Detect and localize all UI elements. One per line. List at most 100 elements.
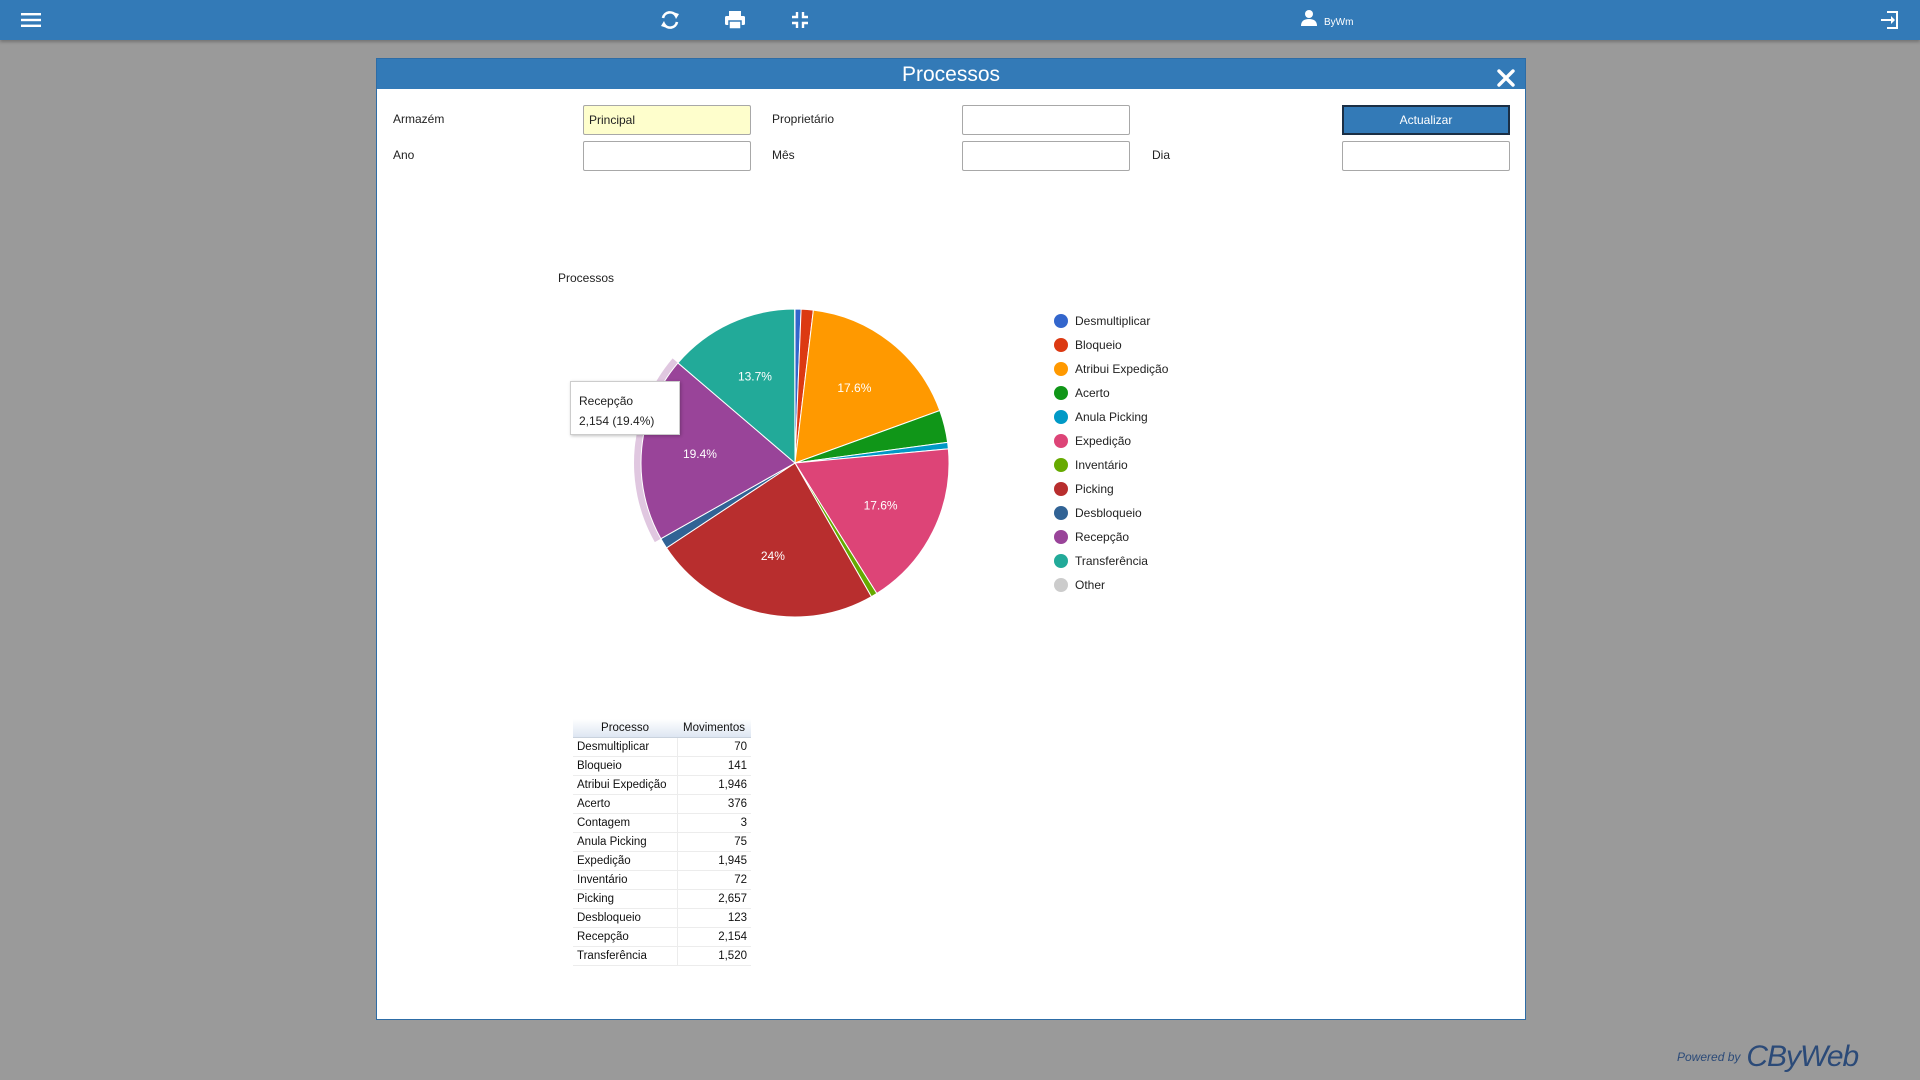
- tooltip-title: Recepção: [579, 394, 634, 408]
- pie-slice-label: 17.6%: [837, 381, 871, 395]
- legend-swatch: [1054, 314, 1068, 328]
- legend-swatch: [1054, 554, 1068, 568]
- cell-movimentos: 1,946: [676, 775, 751, 795]
- legend-label: Recepção: [1075, 530, 1130, 544]
- dia-input[interactable]: [1342, 141, 1510, 171]
- table-row: Contagem 3: [573, 813, 751, 833]
- legend-swatch: [1054, 434, 1068, 448]
- actualizar-button[interactable]: Actualizar: [1342, 105, 1510, 135]
- legend-swatch: [1054, 338, 1068, 352]
- cell-movimentos: 3: [676, 813, 751, 833]
- legend-swatch: [1054, 578, 1068, 592]
- table-row: Picking 2,657: [573, 889, 751, 909]
- pie-slice-label: 17.6%: [864, 498, 898, 512]
- proprietario-label: Proprietário: [772, 112, 835, 126]
- cell-movimentos: 75: [676, 832, 751, 852]
- chart-title: Processos: [558, 271, 615, 285]
- legend-swatch: [1054, 410, 1068, 424]
- table-row: Recepção 2,154: [573, 927, 751, 947]
- pie-slice[interactable]: [794, 309, 941, 464]
- legend-label: Atribui Expedição: [1075, 362, 1169, 376]
- cell-movimentos: 1,945: [676, 851, 751, 871]
- table-row: Bloqueio 141: [573, 756, 751, 776]
- legend-item[interactable]: Inventário: [1054, 453, 1168, 477]
- cell-movimentos: 2,154: [676, 927, 751, 947]
- powered-by-text: Powered by: [1677, 1050, 1741, 1064]
- table-row: Acerto 376: [573, 794, 751, 814]
- processos-modal: Processos Armazém Proprietário Actualiza…: [376, 58, 1526, 1020]
- legend-label: Bloqueio: [1075, 338, 1122, 352]
- cell-movimentos: 123: [676, 908, 751, 928]
- legend-swatch: [1054, 482, 1068, 496]
- table-row: Inventário 72: [573, 870, 751, 890]
- user-name: ByWm: [1324, 16, 1354, 28]
- legend-label: Desbloqueio: [1075, 506, 1142, 520]
- chart-tooltip: Recepção 2,154 (19.4%): [570, 381, 680, 435]
- modal-title: Processos: [901, 63, 1001, 86]
- legend-swatch: [1054, 530, 1068, 544]
- user-icon: [1300, 9, 1318, 30]
- table-row: Transferência 1,520: [573, 946, 751, 966]
- cell-processo: Expedição: [573, 851, 677, 871]
- legend-label: Anula Picking: [1075, 410, 1148, 424]
- pie-slice[interactable]: [677, 308, 796, 465]
- cell-processo: Desbloqueio: [573, 908, 677, 928]
- cell-processo: Anula Picking: [573, 832, 677, 852]
- legend-item[interactable]: Transferência: [1054, 549, 1168, 573]
- cell-movimentos: 1,520: [676, 946, 751, 966]
- processos-table: Processo Movimentos Desmultiplicar 70 Bloq…: [573, 719, 751, 966]
- cell-processo: Inventário: [573, 870, 677, 890]
- compress-icon[interactable]: [787, 8, 813, 32]
- pie-slice-label: 13.7%: [738, 369, 772, 383]
- legend-item[interactable]: Bloqueio: [1054, 333, 1168, 357]
- legend-item[interactable]: Acerto: [1054, 381, 1168, 405]
- cell-processo: Recepção: [573, 927, 677, 947]
- ano-input[interactable]: [583, 141, 751, 171]
- legend-item[interactable]: Desmultiplicar: [1054, 309, 1168, 333]
- cell-processo: Atribui Expedição: [573, 775, 677, 795]
- table-row: Desbloqueio 123: [573, 908, 751, 928]
- legend-swatch: [1054, 386, 1068, 400]
- col-header-processo[interactable]: Processo: [573, 719, 677, 738]
- dia-label: Dia: [1152, 148, 1171, 162]
- legend-item[interactable]: Desbloqueio: [1054, 501, 1168, 525]
- table-row: Desmultiplicar 70: [573, 737, 751, 757]
- legend-label: Picking: [1075, 482, 1114, 496]
- cell-movimentos: 376: [676, 794, 751, 814]
- cell-movimentos: 70: [676, 737, 751, 757]
- legend-swatch: [1054, 458, 1068, 472]
- legend-item[interactable]: Other: [1054, 573, 1168, 597]
- table-header-row: Processo Movimentos: [573, 719, 751, 738]
- cell-movimentos: 2,657: [676, 889, 751, 909]
- legend-item[interactable]: Expedição: [1054, 429, 1168, 453]
- legend-item[interactable]: Picking: [1054, 477, 1168, 501]
- pie-chart: 17.6% 17.6% 24% 19.4% 13.7%: [634, 308, 950, 618]
- chart-legend: Desmultiplicar Bloqueio Atribui Expedição A…: [1054, 309, 1168, 597]
- top-bar: ByWm: [0, 0, 1920, 40]
- mes-input[interactable]: [962, 141, 1130, 171]
- legend-label: Acerto: [1075, 386, 1110, 400]
- modal-header: Processos: [377, 59, 1525, 89]
- pie-slice-label: 24%: [761, 549, 785, 563]
- proprietario-input[interactable]: [962, 105, 1130, 135]
- menu-icon[interactable]: [18, 8, 44, 32]
- cell-processo: Picking: [573, 889, 677, 909]
- legend-label: Desmultiplicar: [1075, 314, 1151, 328]
- user-menu[interactable]: ByWm: [1300, 9, 1353, 30]
- legend-item[interactable]: Atribui Expedição: [1054, 357, 1168, 381]
- close-icon[interactable]: [1497, 65, 1515, 87]
- legend-label: Transferência: [1075, 554, 1148, 568]
- logout-icon[interactable]: [1876, 8, 1902, 32]
- refresh-icon[interactable]: [657, 8, 683, 32]
- cell-movimentos: 141: [676, 756, 751, 776]
- legend-item[interactable]: Anula Picking: [1054, 405, 1168, 429]
- cell-movimentos: 72: [676, 870, 751, 890]
- legend-item[interactable]: Recepção: [1054, 525, 1168, 549]
- cell-processo: Transferência: [573, 946, 677, 966]
- armazem-input[interactable]: [583, 105, 751, 135]
- pie-slice[interactable]: [794, 448, 950, 595]
- col-header-movimentos[interactable]: Movimentos: [677, 719, 751, 738]
- table-row: Atribui Expedição 1,946: [573, 775, 751, 795]
- print-icon[interactable]: [722, 8, 748, 32]
- pie-slice[interactable]: [665, 462, 873, 618]
